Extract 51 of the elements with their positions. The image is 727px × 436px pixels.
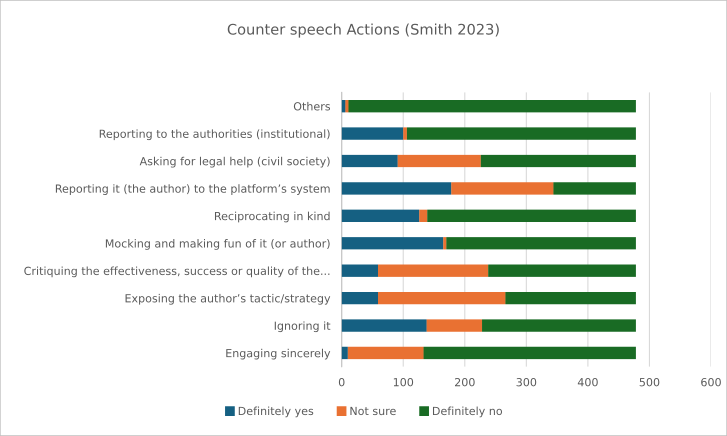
bar <box>342 100 346 112</box>
bar <box>446 237 636 250</box>
bar <box>482 319 636 332</box>
y-tick-label: Ignoring it <box>274 321 330 332</box>
x-tick-label: 300 <box>516 378 536 386</box>
y-tick-label: Others <box>294 102 330 111</box>
bar <box>342 319 427 332</box>
bar <box>451 182 554 195</box>
x-tick-label: 200 <box>455 378 475 386</box>
bar <box>419 210 428 222</box>
bar <box>342 154 398 168</box>
bar <box>426 319 482 332</box>
bar <box>403 127 407 140</box>
y-tick-label: Critiquing the effectiveness, success or quality of the... <box>24 266 330 278</box>
bar <box>488 264 636 277</box>
legend-label: Definitely no <box>432 406 502 418</box>
bar <box>342 210 420 222</box>
bar <box>378 292 506 304</box>
legend-label: Definitely yes <box>238 406 314 418</box>
legend-label: Not sure <box>350 406 396 416</box>
x-tick-label: 400 <box>578 378 598 386</box>
bar <box>342 237 444 250</box>
y-tick-label: Reciprocating in kind <box>214 212 330 222</box>
y-tick-label: Asking for legal help (civil society) <box>140 156 330 168</box>
bar <box>342 346 348 360</box>
y-tick-label: Reporting it (the author) to the platform’s system <box>56 184 330 195</box>
x-tick-label: 100 <box>394 378 414 386</box>
bar <box>505 292 636 304</box>
bar <box>443 237 446 250</box>
y-tick-label: Engaging sincerely <box>226 348 330 360</box>
bar <box>398 154 481 168</box>
y-tick-label: Exposing the author’s tactic/strategy <box>126 294 330 305</box>
bar <box>553 182 636 195</box>
bar <box>480 154 636 168</box>
y-tick-label: Mocking and making fun of it (or author) <box>106 239 330 250</box>
chart-title: Counter speech Actions (Smith 2023) <box>228 23 499 38</box>
bar <box>406 127 636 140</box>
bar <box>342 182 452 195</box>
bar <box>342 127 404 140</box>
y-tick-label: Reporting to the authorities (institutional) <box>100 129 330 140</box>
x-tick-label: 600 <box>701 378 721 386</box>
bar <box>378 264 488 277</box>
bar <box>345 100 348 112</box>
bar <box>342 292 378 304</box>
bar <box>427 210 636 222</box>
x-tick-label: 0 <box>338 378 344 386</box>
bar <box>342 264 378 277</box>
x-tick-label: 500 <box>640 378 660 386</box>
bar <box>348 346 424 360</box>
bar <box>424 346 636 360</box>
bar <box>348 100 636 112</box>
